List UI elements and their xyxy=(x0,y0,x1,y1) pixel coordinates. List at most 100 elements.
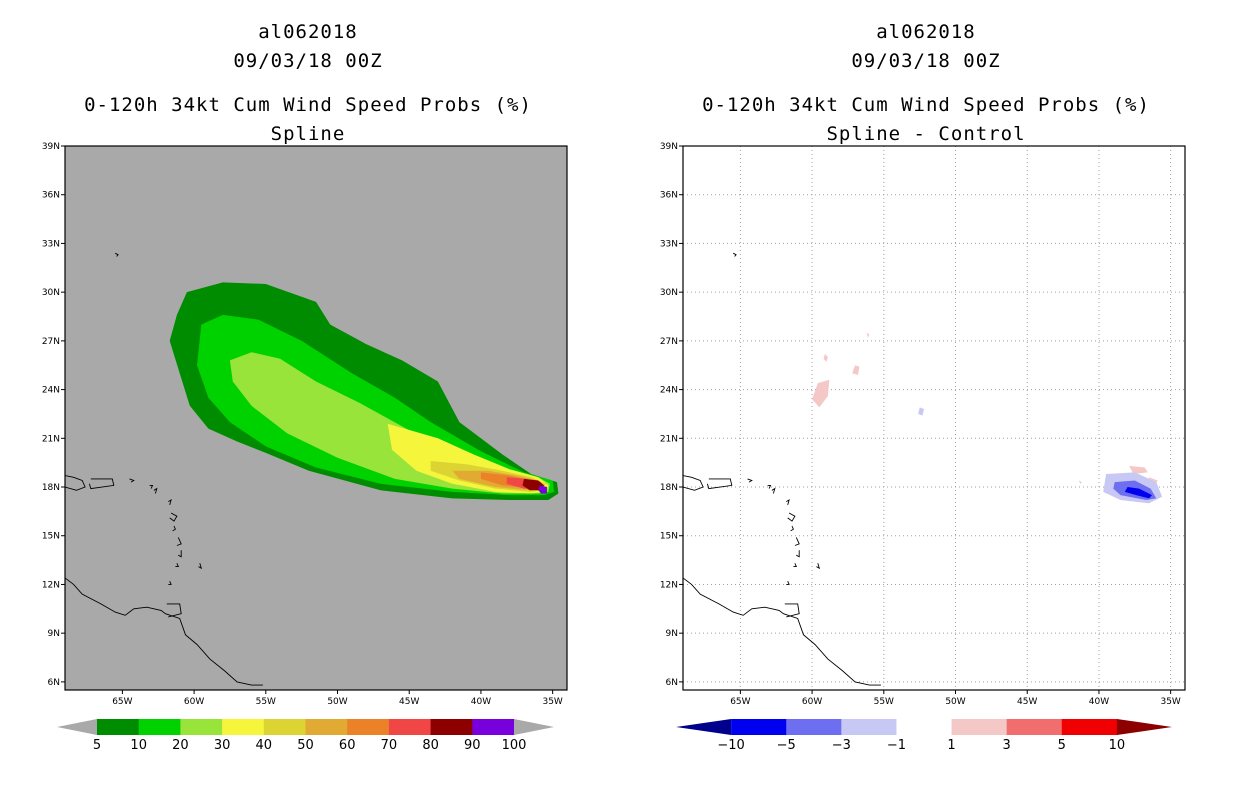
left-colorbar-label: 70 xyxy=(381,738,398,753)
right-colorbar-end-high xyxy=(1116,719,1172,735)
right-y-tick-label: 36N xyxy=(660,191,678,201)
coastline-segment xyxy=(787,512,796,522)
right-y-tick-label: 18N xyxy=(660,483,678,493)
left-colorbar-label: 80 xyxy=(422,738,439,753)
left-colorbar-swatch xyxy=(388,719,432,735)
right-contour-1 xyxy=(866,332,870,338)
right-y-tick-label: 9N xyxy=(666,629,678,639)
coastline-segment xyxy=(176,537,182,546)
coastline-segment xyxy=(683,577,881,686)
right-x-tick-label: 40W xyxy=(1089,697,1109,707)
left-storm-id: al062018 xyxy=(258,21,358,43)
right-colorbar-end-low xyxy=(676,719,732,735)
right-colorbar-swatch xyxy=(896,719,953,735)
left-contour-80 xyxy=(522,478,545,491)
coastline-segment xyxy=(129,478,135,483)
right-y-tick-label: 39N xyxy=(660,142,678,152)
right-y-tick-label: 27N xyxy=(660,337,678,347)
coastline-segment xyxy=(65,475,86,491)
left-datetime: 09/03/18 00Z xyxy=(233,50,383,72)
coastline-segment xyxy=(767,484,772,489)
right-datetime: 09/03/18 00Z xyxy=(851,50,1001,72)
left-y-tick-label: 36N xyxy=(42,191,60,201)
right-colorbar-label: 3 xyxy=(1003,738,1011,753)
left-colorbar-end-high xyxy=(514,719,554,735)
left-y-tick-label: 15N xyxy=(42,532,60,542)
coastline-segment xyxy=(747,478,753,483)
left-colorbar-label: 20 xyxy=(172,738,189,753)
coastline-segment xyxy=(88,478,115,490)
coastline-segment xyxy=(166,603,182,618)
coastline-segment xyxy=(790,525,794,532)
right-contour-1 xyxy=(812,379,830,408)
right-colorbar-swatch xyxy=(1006,719,1063,735)
left-colorbar-label: 10 xyxy=(130,738,147,753)
left-colorbar-end-low xyxy=(57,719,97,735)
left-y-tick-label: 30N xyxy=(42,288,60,298)
coastline-segment xyxy=(796,550,800,558)
right-map-frame xyxy=(682,145,1186,691)
right-y-tick-label: 30N xyxy=(660,288,678,298)
right-colorbar-label: 10 xyxy=(1109,738,1126,753)
left-y-tick-label: 24N xyxy=(42,386,60,396)
coastline-segment xyxy=(114,252,119,257)
coastline-segment xyxy=(168,581,172,585)
left-colorbar-swatch xyxy=(472,719,515,735)
right-contour-neg1 xyxy=(1078,480,1082,484)
right-x-tick-label: 60W xyxy=(802,697,822,707)
right-y-tick-label: 6N xyxy=(666,678,678,688)
left-y-tick-label: 12N xyxy=(42,580,60,590)
left-colorbar-label: 30 xyxy=(214,738,231,753)
left-colorbar-swatch xyxy=(305,719,348,735)
right-colorbar-swatch xyxy=(951,719,1008,735)
left-x-tick-label: 65W xyxy=(112,697,132,707)
coastline-segment xyxy=(168,499,172,506)
coastline-segment xyxy=(198,563,203,570)
coastline-segment xyxy=(178,550,182,558)
right-x-tick-label: 45W xyxy=(1017,697,1037,707)
right-colorbar-label: −5 xyxy=(777,738,796,753)
right-x-tick-label: 50W xyxy=(945,697,965,707)
left-panel-titles: al062018 09/03/18 00Z 0-120h 34kt Cum Wi… xyxy=(28,18,588,149)
left-coastline xyxy=(65,252,263,686)
coastline-segment xyxy=(816,563,821,570)
left-x-tick-label: 35W xyxy=(542,697,562,707)
right-contour-neg1 xyxy=(918,407,924,416)
left-colorbar-label: 60 xyxy=(339,738,356,753)
left-map-frame xyxy=(64,145,568,691)
left-colorbar-label: 90 xyxy=(464,738,481,753)
coastline-segment xyxy=(794,537,800,546)
left-y-tick-label: 6N xyxy=(48,678,60,688)
coastline-segment xyxy=(732,252,737,257)
left-colorbar-swatch xyxy=(138,719,181,735)
left-x-tick-label: 40W xyxy=(471,697,491,707)
coastline-segment xyxy=(706,478,733,490)
right-x-tick-label: 55W xyxy=(874,697,894,707)
right-y-tick-label: 15N xyxy=(660,532,678,542)
left-x-tick-label: 50W xyxy=(327,697,347,707)
right-y-tick-label: 21N xyxy=(660,434,678,444)
right-contour-1 xyxy=(823,353,828,362)
right-colorbar-swatch xyxy=(731,719,787,735)
left-colorbar-swatch xyxy=(180,719,223,735)
right-colorbar-label: 1 xyxy=(947,738,955,753)
right-contour-neg5 xyxy=(1124,487,1152,499)
left-chart-title: 0-120h 34kt Cum Wind Speed Probs (%) xyxy=(84,94,532,116)
coastline-segment xyxy=(172,525,176,532)
right-colorbar-swatch xyxy=(841,719,897,735)
left-colorbar-label: 50 xyxy=(297,738,314,753)
left-chart-subtitle: Spline xyxy=(270,123,346,145)
left-colorbar-swatch xyxy=(222,719,265,735)
right-map-panel: 65W 60W 55W 50W 45W 40W 35W 6N 9N 12N 15N 18N 21N 24N… xyxy=(660,142,1186,753)
right-chart-title: 0-120h 34kt Cum Wind Speed Probs (%) xyxy=(702,94,1150,116)
left-x-tick-label: 45W xyxy=(399,697,419,707)
right-colorbar-label: −3 xyxy=(832,738,851,753)
coastline-segment xyxy=(786,499,790,506)
left-x-tick-label: 55W xyxy=(256,697,276,707)
left-colorbar-label: 40 xyxy=(256,738,273,753)
left-y-tick-label: 33N xyxy=(42,239,60,249)
right-map-background xyxy=(683,146,1185,690)
left-y-tick-label: 27N xyxy=(42,337,60,347)
right-colorbar-label: −10 xyxy=(717,738,744,753)
right-panel-titles: al062018 09/03/18 00Z 0-120h 34kt Cum Wi… xyxy=(646,18,1206,149)
